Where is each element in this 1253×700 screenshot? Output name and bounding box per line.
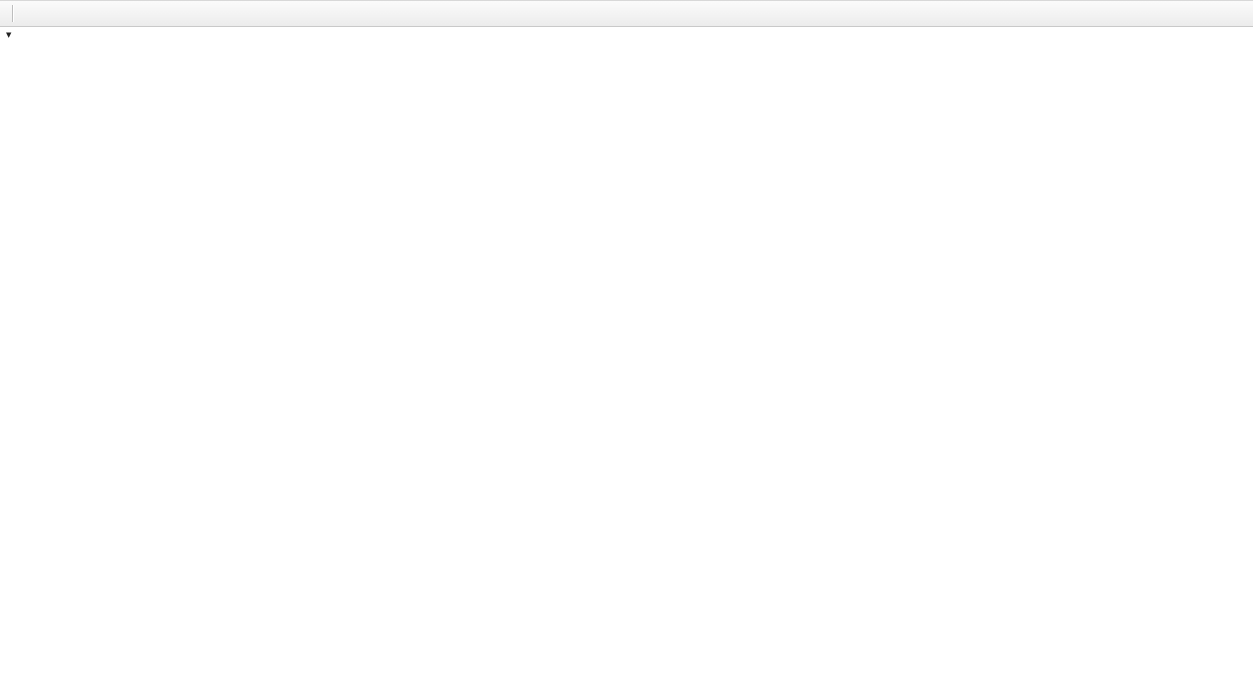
toolbar [0, 0, 1253, 27]
ohlc-toggle-icon[interactable]: ▼ [6, 31, 12, 39]
rsi-title [6, 523, 14, 535]
macd-title [6, 363, 14, 375]
chart-title: ▼ [6, 31, 25, 39]
toolbar-separator [12, 5, 13, 22]
